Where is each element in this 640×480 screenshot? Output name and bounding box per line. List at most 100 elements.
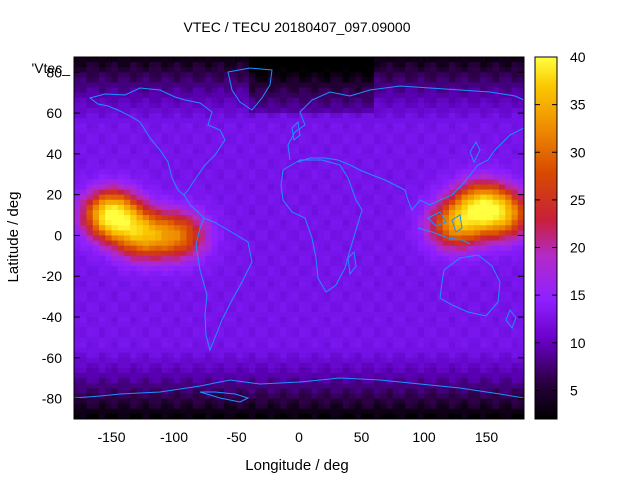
- heat-cell: [499, 383, 506, 390]
- heat-cell: [336, 77, 344, 84]
- heat-cell: [167, 378, 175, 384]
- heat-cell: [149, 255, 156, 262]
- heat-cell: [174, 57, 181, 63]
- heat-cell: [230, 250, 238, 257]
- heat-cell: [355, 373, 363, 379]
- heat-cell: [355, 87, 363, 94]
- heat-cell: [374, 199, 381, 206]
- heat-cell: [280, 332, 288, 339]
- heat-cell: [324, 153, 331, 160]
- heat-cell: [355, 357, 363, 364]
- heat-cell: [317, 194, 325, 201]
- heat-cell: [117, 373, 125, 379]
- heat-cell: [474, 169, 481, 175]
- heat-cell: [236, 260, 244, 267]
- heat-cell: [267, 138, 275, 145]
- heat-cell: [336, 286, 344, 293]
- heat-cell: [505, 347, 513, 354]
- heat-cell: [174, 352, 181, 359]
- heat-cell: [236, 311, 244, 318]
- heat-cell: [374, 271, 381, 277]
- heat-cell: [155, 184, 163, 191]
- heat-cell: [211, 128, 219, 135]
- heat-cell: [192, 250, 200, 257]
- heat-cell: [380, 260, 388, 267]
- heat-cell: [236, 169, 244, 175]
- heat-cell: [92, 352, 100, 359]
- heat-cell: [424, 357, 431, 364]
- heat-cell: [274, 260, 281, 267]
- heat-cell: [255, 398, 263, 405]
- heat-cell: [517, 383, 524, 390]
- heat-cell: [480, 92, 488, 99]
- heat-cell: [311, 57, 319, 63]
- heat-cell: [217, 107, 225, 114]
- heat-cell: [236, 301, 244, 308]
- heat-cell: [317, 271, 325, 277]
- heat-cell: [355, 260, 363, 267]
- heat-cell: [111, 158, 119, 165]
- heat-cell: [149, 332, 156, 339]
- heat-cell: [511, 107, 519, 114]
- heat-cell: [86, 352, 94, 359]
- heat-cell: [74, 403, 81, 410]
- heat-cell: [330, 286, 338, 293]
- heat-cell: [392, 77, 400, 84]
- heat-cell: [261, 204, 269, 211]
- heat-cell: [286, 128, 294, 135]
- heat-cell: [311, 383, 319, 390]
- heat-cell: [230, 327, 238, 333]
- heat-cell: [480, 327, 488, 333]
- heat-cell: [80, 220, 88, 226]
- heat-cell: [99, 123, 106, 129]
- heat-cell: [349, 97, 356, 104]
- heat-cell: [380, 153, 388, 160]
- heat-cell: [99, 77, 106, 84]
- heat-cell: [424, 271, 431, 277]
- heat-cell: [105, 199, 113, 206]
- heat-cell: [336, 301, 344, 308]
- heat-cell: [205, 133, 213, 140]
- heat-cell: [399, 169, 406, 175]
- heat-cell: [374, 107, 381, 114]
- heat-cell: [355, 133, 363, 140]
- heat-cell: [292, 393, 300, 400]
- heat-cell: [511, 77, 519, 84]
- heat-cell: [499, 123, 506, 129]
- heat-cell: [117, 255, 125, 262]
- heat-cell: [492, 383, 500, 390]
- heat-cell: [467, 332, 475, 339]
- heat-cell: [411, 317, 419, 323]
- heat-cell: [149, 291, 156, 298]
- heat-cell: [480, 138, 488, 145]
- heat-cell: [205, 97, 213, 104]
- heat-cell: [186, 296, 194, 303]
- heat-cell: [311, 235, 319, 242]
- heat-cell: [355, 153, 363, 160]
- heat-cell: [161, 240, 169, 247]
- heat-cell: [111, 92, 119, 99]
- heat-cell: [174, 373, 181, 379]
- heat-cell: [117, 296, 125, 303]
- heat-cell: [249, 97, 256, 104]
- heat-cell: [386, 72, 394, 78]
- heat-cell: [430, 357, 438, 364]
- heat-cell: [317, 220, 325, 226]
- heat-cell: [255, 92, 263, 99]
- heat-cell: [274, 77, 281, 84]
- heat-cell: [367, 123, 375, 129]
- heat-cell: [374, 204, 381, 211]
- heat-cell: [224, 383, 231, 390]
- heat-cell: [217, 398, 225, 405]
- heat-cell: [405, 225, 413, 231]
- heat-cell: [249, 138, 256, 145]
- heat-cell: [311, 92, 319, 99]
- heat-cell: [486, 164, 494, 170]
- heat-cell: [211, 194, 219, 201]
- heat-cell: [267, 383, 275, 390]
- heat-cell: [236, 220, 244, 226]
- heat-cell: [361, 291, 369, 298]
- heat-cell: [261, 311, 269, 318]
- heat-cell: [74, 164, 81, 170]
- heat-cell: [255, 245, 263, 252]
